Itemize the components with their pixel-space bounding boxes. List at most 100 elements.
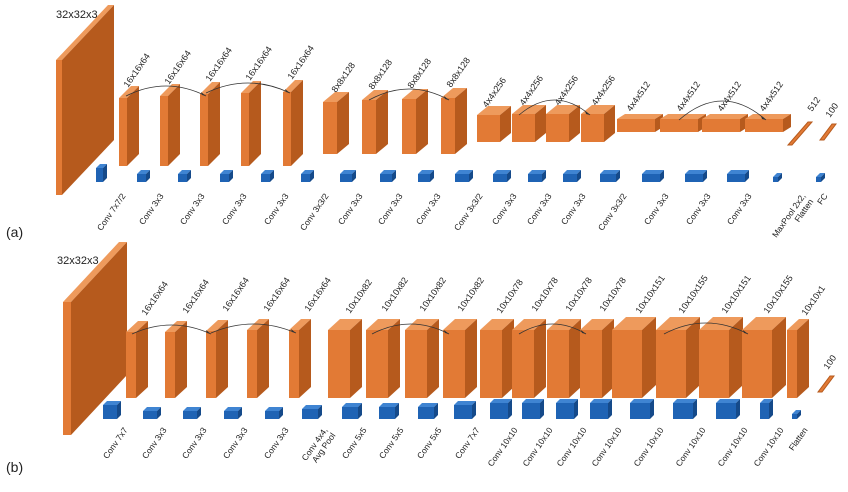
feature-map-b-5-side [299, 319, 311, 398]
feature-map-a-5-side [291, 80, 303, 166]
feature-map-b-5-top [289, 319, 311, 330]
kernel-cube-b-5-front [265, 411, 279, 419]
op-label-b-10: Conv 7x7 [453, 425, 482, 460]
kernel-cube-b-19 [792, 410, 801, 419]
feature-map-b-6-side [350, 319, 362, 398]
feature-map-b-8-front [405, 330, 427, 398]
kernel-cube-b-10-top [454, 401, 476, 405]
feature-map-b-13-top [580, 319, 614, 330]
kernel-cube-b-4 [224, 407, 242, 419]
feature-map-a-3-front [200, 94, 208, 166]
feature-map-b-3-front [206, 331, 216, 398]
kernel-cube-b-12-side [540, 399, 544, 419]
feature-map-b-17-side [772, 317, 786, 398]
input-volume-a-side [62, 5, 114, 195]
feature-map-a-13-top [581, 105, 615, 114]
kernel-cube-a-18-side [778, 173, 782, 182]
dim-label-a-9: 8x8x128 [444, 56, 472, 90]
input-volume-a-front [56, 60, 62, 195]
kernel-cube-a-16-top [685, 170, 707, 174]
feature-map-b-1-side [136, 321, 148, 398]
kernel-cube-b-19-front [792, 414, 797, 419]
feature-map-b-7-side [388, 319, 400, 398]
kernel-cube-b-10-side [472, 401, 476, 419]
kernel-cube-a-3-front [178, 174, 187, 182]
kernel-cube-b-18-top [760, 399, 773, 403]
feature-map-a-1-front [119, 98, 127, 166]
dim-label-b-5: 16x16x64 [302, 275, 333, 313]
kernel-cube-a-17 [727, 170, 749, 182]
kernel-cube-b-18 [760, 399, 773, 419]
dim-label-a-17: 4x4x512 [757, 80, 785, 114]
skip-arc-a-5 [678, 100, 767, 121]
kernel-cube-a-5-top [261, 170, 274, 174]
kernel-cube-b-14-top [590, 399, 612, 403]
feature-map-a-1 [119, 86, 139, 166]
skip-arc-a-1-arrowhead [201, 92, 206, 96]
kernel-cube-b-16 [673, 399, 697, 419]
kernel-cube-a-6-top [301, 170, 314, 174]
feature-map-b-12-front [547, 330, 569, 398]
kernel-cube-b-12-front [522, 403, 540, 419]
feature-map-b-6-top [328, 319, 362, 330]
op-label-b-13: Conv 10x10 [554, 425, 588, 468]
kernel-cube-b-16-front [673, 403, 693, 419]
kernel-cube-a-5-side [270, 170, 274, 182]
kernel-cube-a-17-top [727, 170, 749, 174]
op-label-b-14: Conv 10x10 [589, 425, 623, 468]
feature-map-a-3 [200, 82, 220, 166]
kernel-cube-a-9 [418, 170, 434, 182]
kernel-cube-a-4-front [220, 174, 229, 182]
panel-b-letter: (b) [6, 459, 23, 475]
feature-map-a-11-side [535, 105, 546, 142]
kernel-cube-b-6-front [302, 409, 318, 419]
kernel-cube-a-19-front [816, 177, 821, 182]
feature-map-a-3-top [200, 82, 220, 94]
feature-map-b-15-top [656, 317, 700, 330]
kernel-cube-a-9-side [430, 170, 434, 182]
skip-arc-b-3-arrowhead [444, 330, 449, 334]
kernel-cube-a-3-side [187, 170, 191, 182]
feature-map-a-3-side [208, 82, 220, 166]
kernel-cube-a-15-side [660, 170, 664, 182]
feature-map-a-16-front [702, 119, 740, 132]
feature-map-b-14 [612, 317, 656, 398]
kernel-cube-a-3-top [178, 170, 191, 174]
kernel-cube-b-11-front [490, 403, 508, 419]
feature-map-b-9-side [465, 319, 477, 398]
feature-map-b-11-side [534, 319, 546, 398]
feature-map-b-13-front [580, 330, 602, 398]
feature-map-a-5-front [283, 92, 291, 166]
kernel-cube-a-6-side [310, 170, 314, 182]
feature-map-a-16 [702, 114, 748, 132]
kernel-cube-a-8 [380, 170, 396, 182]
kernel-cube-b-3-front [183, 411, 197, 419]
feature-map-a-2 [160, 84, 180, 166]
kernel-cube-a-19-side [821, 173, 825, 182]
flatten-vector-a [786, 121, 814, 146]
kernel-cube-a-16-side [703, 170, 707, 182]
feature-map-b-6 [328, 319, 362, 398]
feature-map-b-18 [787, 319, 809, 398]
feature-map-a-8-front [402, 99, 416, 154]
kernel-cube-b-19-side [797, 410, 801, 419]
op-label-a-18: MaxPool 2x2,Flatten [770, 191, 816, 245]
kernel-cube-b-9-front [418, 407, 434, 419]
kernel-cube-a-13-front [563, 174, 577, 182]
kernel-cube-a-10-top [455, 170, 473, 174]
op-label-b-18: Conv 10x10 [751, 425, 785, 468]
op-label-a-10: Conv 3x3/2 [452, 191, 485, 232]
kernel-cube-a-12-top [528, 170, 546, 174]
feature-map-b-10 [480, 319, 514, 398]
feature-map-b-18-front [787, 330, 797, 398]
kernel-cube-b-17-top [716, 399, 740, 403]
feature-map-b-3 [206, 320, 228, 398]
feature-map-a-1-top [119, 86, 139, 98]
op-label-a-2: Conv 3x3 [137, 191, 166, 226]
kernel-cube-b-13-front [556, 403, 574, 419]
kernel-cube-a-14-front [600, 174, 616, 182]
skip-arc-b-1-arrowhead [206, 330, 211, 334]
kernel-cube-b-2-top [143, 407, 161, 411]
feature-map-a-5-top [283, 80, 303, 92]
feature-map-a-12-front [546, 114, 569, 142]
